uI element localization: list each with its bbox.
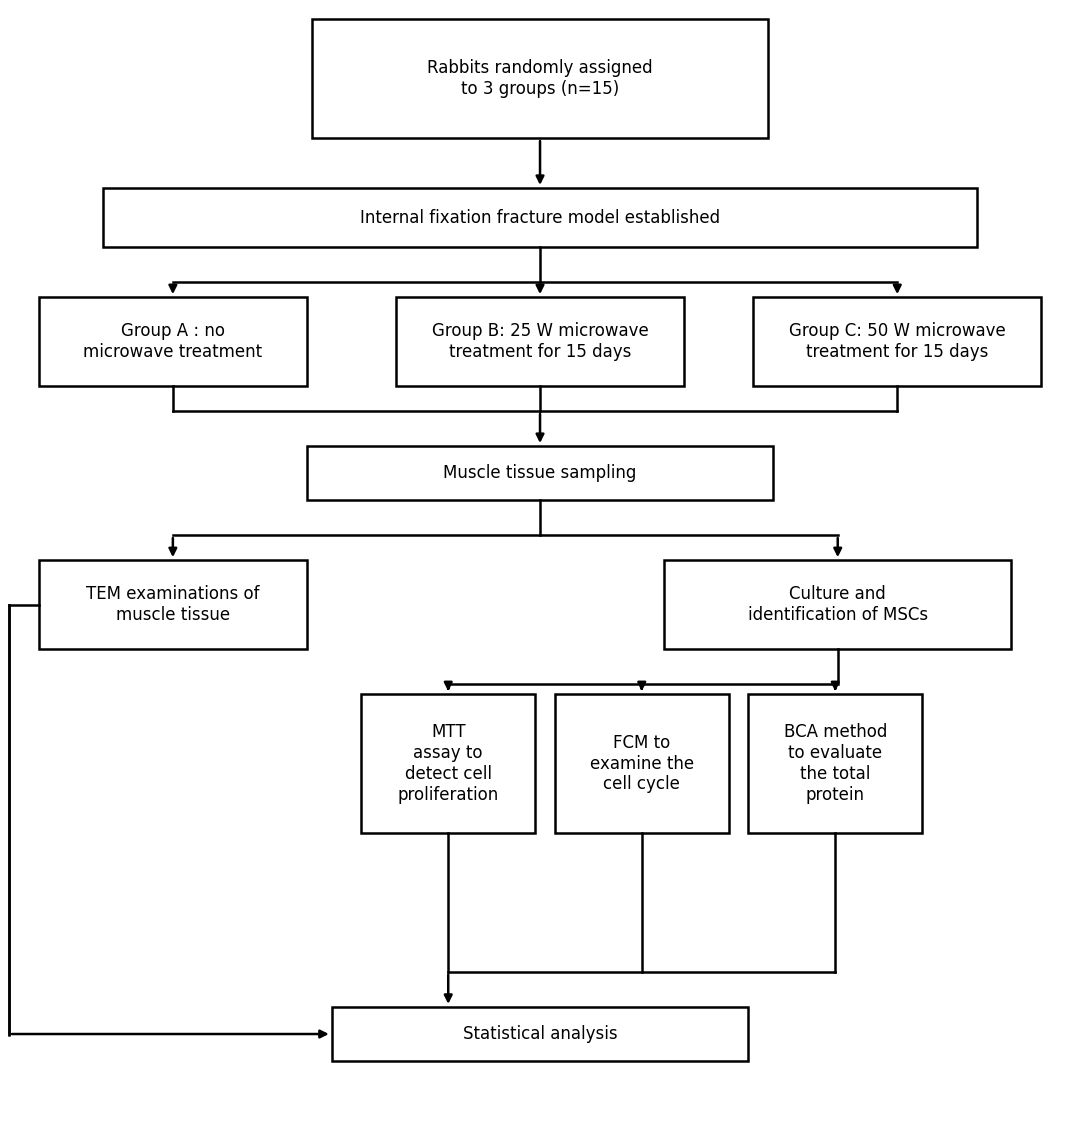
Text: TEM examinations of
muscle tissue: TEM examinations of muscle tissue bbox=[86, 585, 260, 624]
Bar bbox=[753, 297, 1041, 386]
Text: Rabbits randomly assigned
to 3 groups (n=15): Rabbits randomly assigned to 3 groups (n… bbox=[427, 59, 653, 98]
Bar bbox=[749, 694, 922, 833]
Bar bbox=[103, 188, 976, 247]
Text: BCA method
to evaluate
the total
protein: BCA method to evaluate the total protein bbox=[784, 723, 887, 803]
Text: FCM to
examine the
cell cycle: FCM to examine the cell cycle bbox=[589, 733, 694, 793]
Bar bbox=[554, 694, 728, 833]
Text: Group C: 50 W microwave
treatment for 15 days: Group C: 50 W microwave treatment for 15… bbox=[789, 322, 1005, 362]
Bar bbox=[312, 19, 769, 138]
Bar bbox=[39, 560, 307, 650]
Bar bbox=[307, 446, 773, 501]
Bar bbox=[332, 1007, 749, 1061]
Text: MTT
assay to
detect cell
proliferation: MTT assay to detect cell proliferation bbox=[398, 723, 499, 803]
Bar bbox=[361, 694, 535, 833]
Text: Internal fixation fracture model established: Internal fixation fracture model establi… bbox=[360, 209, 720, 227]
Text: Group B: 25 W microwave
treatment for 15 days: Group B: 25 W microwave treatment for 15… bbox=[432, 322, 649, 362]
Text: Statistical analysis: Statistical analysis bbox=[463, 1025, 617, 1043]
Bar bbox=[664, 560, 1011, 650]
Text: Group A : no
microwave treatment: Group A : no microwave treatment bbox=[84, 322, 262, 362]
Bar bbox=[396, 297, 684, 386]
Bar bbox=[39, 297, 307, 386]
Text: Muscle tissue sampling: Muscle tissue sampling bbox=[443, 464, 637, 483]
Text: Culture and
identification of MSCs: Culture and identification of MSCs bbox=[748, 585, 928, 624]
